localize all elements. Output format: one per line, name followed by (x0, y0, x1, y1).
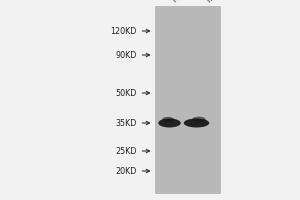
FancyBboxPatch shape (154, 6, 220, 194)
Text: 25KD: 25KD (115, 146, 136, 156)
Text: 90KD: 90KD (115, 50, 136, 60)
Ellipse shape (192, 117, 206, 122)
Ellipse shape (162, 117, 174, 122)
Text: 20KD: 20KD (115, 166, 136, 176)
Text: 50KD: 50KD (115, 88, 136, 98)
Text: 120KD: 120KD (110, 26, 136, 36)
Text: Kidney: Kidney (169, 0, 194, 4)
Text: 35KD: 35KD (115, 118, 136, 128)
Text: Skeletal
muscle: Skeletal muscle (196, 0, 232, 4)
Ellipse shape (184, 118, 209, 128)
Ellipse shape (158, 118, 181, 128)
